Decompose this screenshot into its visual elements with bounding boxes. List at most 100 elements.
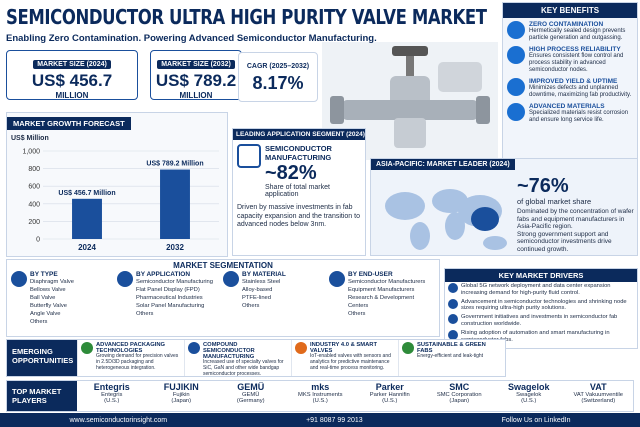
segment-item: Bellows Valve xyxy=(30,287,66,293)
y-tick-label: 0 xyxy=(36,237,40,244)
stat-value: US$ 456.7 xyxy=(31,71,113,90)
map-highlight xyxy=(471,207,499,231)
player-logo: Swagelok xyxy=(507,382,550,392)
player-country: (U.S.) xyxy=(312,398,328,404)
player-country: (Germany) xyxy=(236,398,265,404)
opportunity-title: SUSTAINABLE & GREEN FABS xyxy=(417,342,486,354)
segment-share: ~82% xyxy=(265,162,317,184)
opportunities: EMERGING OPPORTUNITIES ADVANCED PACKAGING… xyxy=(6,339,506,377)
icon xyxy=(448,314,458,325)
section-label: TOP MARKET PLAYERS xyxy=(7,381,77,411)
segment-name: SEMICONDUCTOR MANUFACTURING xyxy=(265,144,332,162)
opportunity-text: ADVANCED PACKAGING TECHNOLOGIES Growing d… xyxy=(96,342,181,374)
player-name: VAT Vakuumventile xyxy=(573,392,623,398)
segment-group: BY APPLICATION Semiconductor Manufacturin… xyxy=(117,271,223,326)
segment-item: Solar Panel Manufacturing xyxy=(136,303,205,309)
application-segment: LEADING APPLICATION SEGMENT (2024) SEMICO… xyxy=(232,128,366,256)
icon xyxy=(507,46,525,64)
player-logo: FUJIKIN xyxy=(163,382,199,392)
segment-item: Pharmaceutical Industries xyxy=(136,295,203,301)
stat-value: US$ 789.2 xyxy=(155,71,237,90)
driver-text: Advancement in semiconductor technologie… xyxy=(461,298,627,312)
segment-group: BY END-USER Semiconductor Manufacturers Eq… xyxy=(329,271,435,326)
value-label: US$ 789.2 Million xyxy=(146,161,203,168)
stat-value: 8.17% xyxy=(252,73,304,93)
player-country: (U.S.) xyxy=(521,398,537,404)
bar xyxy=(160,169,190,239)
icon xyxy=(448,283,458,293)
value-label: US$ 456.7 Million xyxy=(58,190,115,197)
y-tick-label: 400 xyxy=(28,201,40,208)
segment-group-title: BY MATERIAL xyxy=(242,271,286,278)
stat-unit: MILLION xyxy=(179,91,213,100)
benefit: HIGH PROCESS RELIABILITY Ensures consiste… xyxy=(503,43,637,75)
stat-unit: MILLION xyxy=(55,91,89,100)
player: SMC SMC Corporation (Japan) xyxy=(425,381,495,411)
player-country: (Japan) xyxy=(171,398,192,404)
footer-social: Follow Us on LinkedIn xyxy=(501,416,571,424)
section-header: MARKET GROWTH FORECAST xyxy=(7,117,131,130)
icon xyxy=(81,342,93,354)
benefit-text: IMPROVED YIELD & UPTIME Minimizes defects… xyxy=(529,78,633,99)
benefit-desc: Minimizes defects and unplanned downtime… xyxy=(529,85,632,98)
region-desc: Strong government support and semiconduc… xyxy=(517,230,612,253)
segment-item: Research & Development Centers xyxy=(348,295,415,309)
benefit: ADVANCED MATERIALS Specialized materials … xyxy=(503,100,637,125)
benefit-text: ADVANCED MATERIALS Specialized materials … xyxy=(529,103,633,124)
player-logo: VAT xyxy=(589,382,607,392)
region-desc: Dominated by the concentration of wafer … xyxy=(517,208,634,230)
y-tick-label: 800 xyxy=(28,166,40,173)
driver: Government initiatives and investments i… xyxy=(445,313,637,329)
segment-item: Others xyxy=(348,311,366,317)
benefit: ZERO CONTAMINATION Hermetically sealed de… xyxy=(503,18,637,43)
icon xyxy=(223,271,239,287)
opportunity-text: INDUSTRY 4.0 & SMART VALVES IoT-enabled v… xyxy=(310,342,395,374)
icon xyxy=(11,271,27,287)
segment-item: Stainless Steel xyxy=(242,279,281,285)
x-tick-label: 2024 xyxy=(78,243,96,252)
player-name: Fujikin xyxy=(172,392,190,398)
segment-share-text: Share of total market application xyxy=(265,184,330,198)
benefit-title: IMPROVED YIELD & UPTIME xyxy=(529,78,618,85)
map-shape xyxy=(410,222,430,250)
stat-label: CAGR (2025–2032) xyxy=(246,63,310,70)
benefit: IMPROVED YIELD & UPTIME Minimizes defects… xyxy=(503,75,637,100)
player-country: (Japan) xyxy=(449,398,470,404)
bar-chart: US$ Million 0 200 400 600 800 1,000 US$ 456.7 M… xyxy=(11,135,219,252)
segment-list: BY TYPE Diaphragm Valve Bellows Valve Ball … xyxy=(30,271,74,326)
icon xyxy=(329,271,345,287)
segment-group: BY MATERIAL Stainless Steel Alloy-based PTF… xyxy=(223,271,329,326)
stat-label: MARKET SIZE (2024) xyxy=(33,60,111,69)
segment-item: Diaphragm Valve xyxy=(30,279,75,285)
region-text: ~76% of global market share Dominated by t… xyxy=(517,175,635,253)
driver-text: Global 5G network deployment and data ce… xyxy=(461,283,611,296)
segment-item: PTFE-lined xyxy=(242,295,271,301)
opportunity-desc: Increased use of specialty valves for Si… xyxy=(203,359,284,377)
segment-list: BY MATERIAL Stainless Steel Alloy-based PTF… xyxy=(242,271,286,326)
section-label: EMERGING OPPORTUNITIES xyxy=(7,340,77,376)
segment-item: Others xyxy=(136,311,154,317)
benefit-text: ZERO CONTAMINATION Hermetically sealed de… xyxy=(529,21,633,42)
icon xyxy=(507,78,525,96)
segment-item: Semiconductor Manufacturers xyxy=(348,279,426,285)
segment-group: BY TYPE Diaphragm Valve Bellows Valve Ball … xyxy=(11,271,117,326)
world-map xyxy=(385,189,507,250)
player-logo: Entegris xyxy=(93,382,130,392)
stat-card: MARKET SIZE (2032) US$ 789.2 MILLION xyxy=(150,50,242,100)
segment-list: BY END-USER Semiconductor Manufacturers Eq… xyxy=(348,271,435,326)
section-header: ASIA-PACIFIC: MARKET LEADER (2024) xyxy=(371,159,515,170)
benefit-title: ZERO CONTAMINATION xyxy=(529,21,604,28)
player: Parker Parker Hannifin (U.S.) xyxy=(355,381,425,411)
player-logo: Parker xyxy=(375,382,404,392)
player: GEMÜ GEMÜ (Germany) xyxy=(216,381,286,411)
player-name: Swagelok xyxy=(516,392,542,398)
player-logo: mks xyxy=(311,382,330,392)
bar xyxy=(72,198,102,239)
segment-item: Ball Valve xyxy=(30,295,56,301)
icon xyxy=(448,329,458,340)
y-tick-label: 200 xyxy=(28,219,40,226)
opportunity-desc: Growing demand for precision valves in 2… xyxy=(96,353,179,371)
opportunity-title: INDUSTRY 4.0 & SMART VALVES xyxy=(310,342,377,354)
title: SEMICONDUCTOR ULTRA HIGH PURITY VALVE MA… xyxy=(6,5,487,29)
